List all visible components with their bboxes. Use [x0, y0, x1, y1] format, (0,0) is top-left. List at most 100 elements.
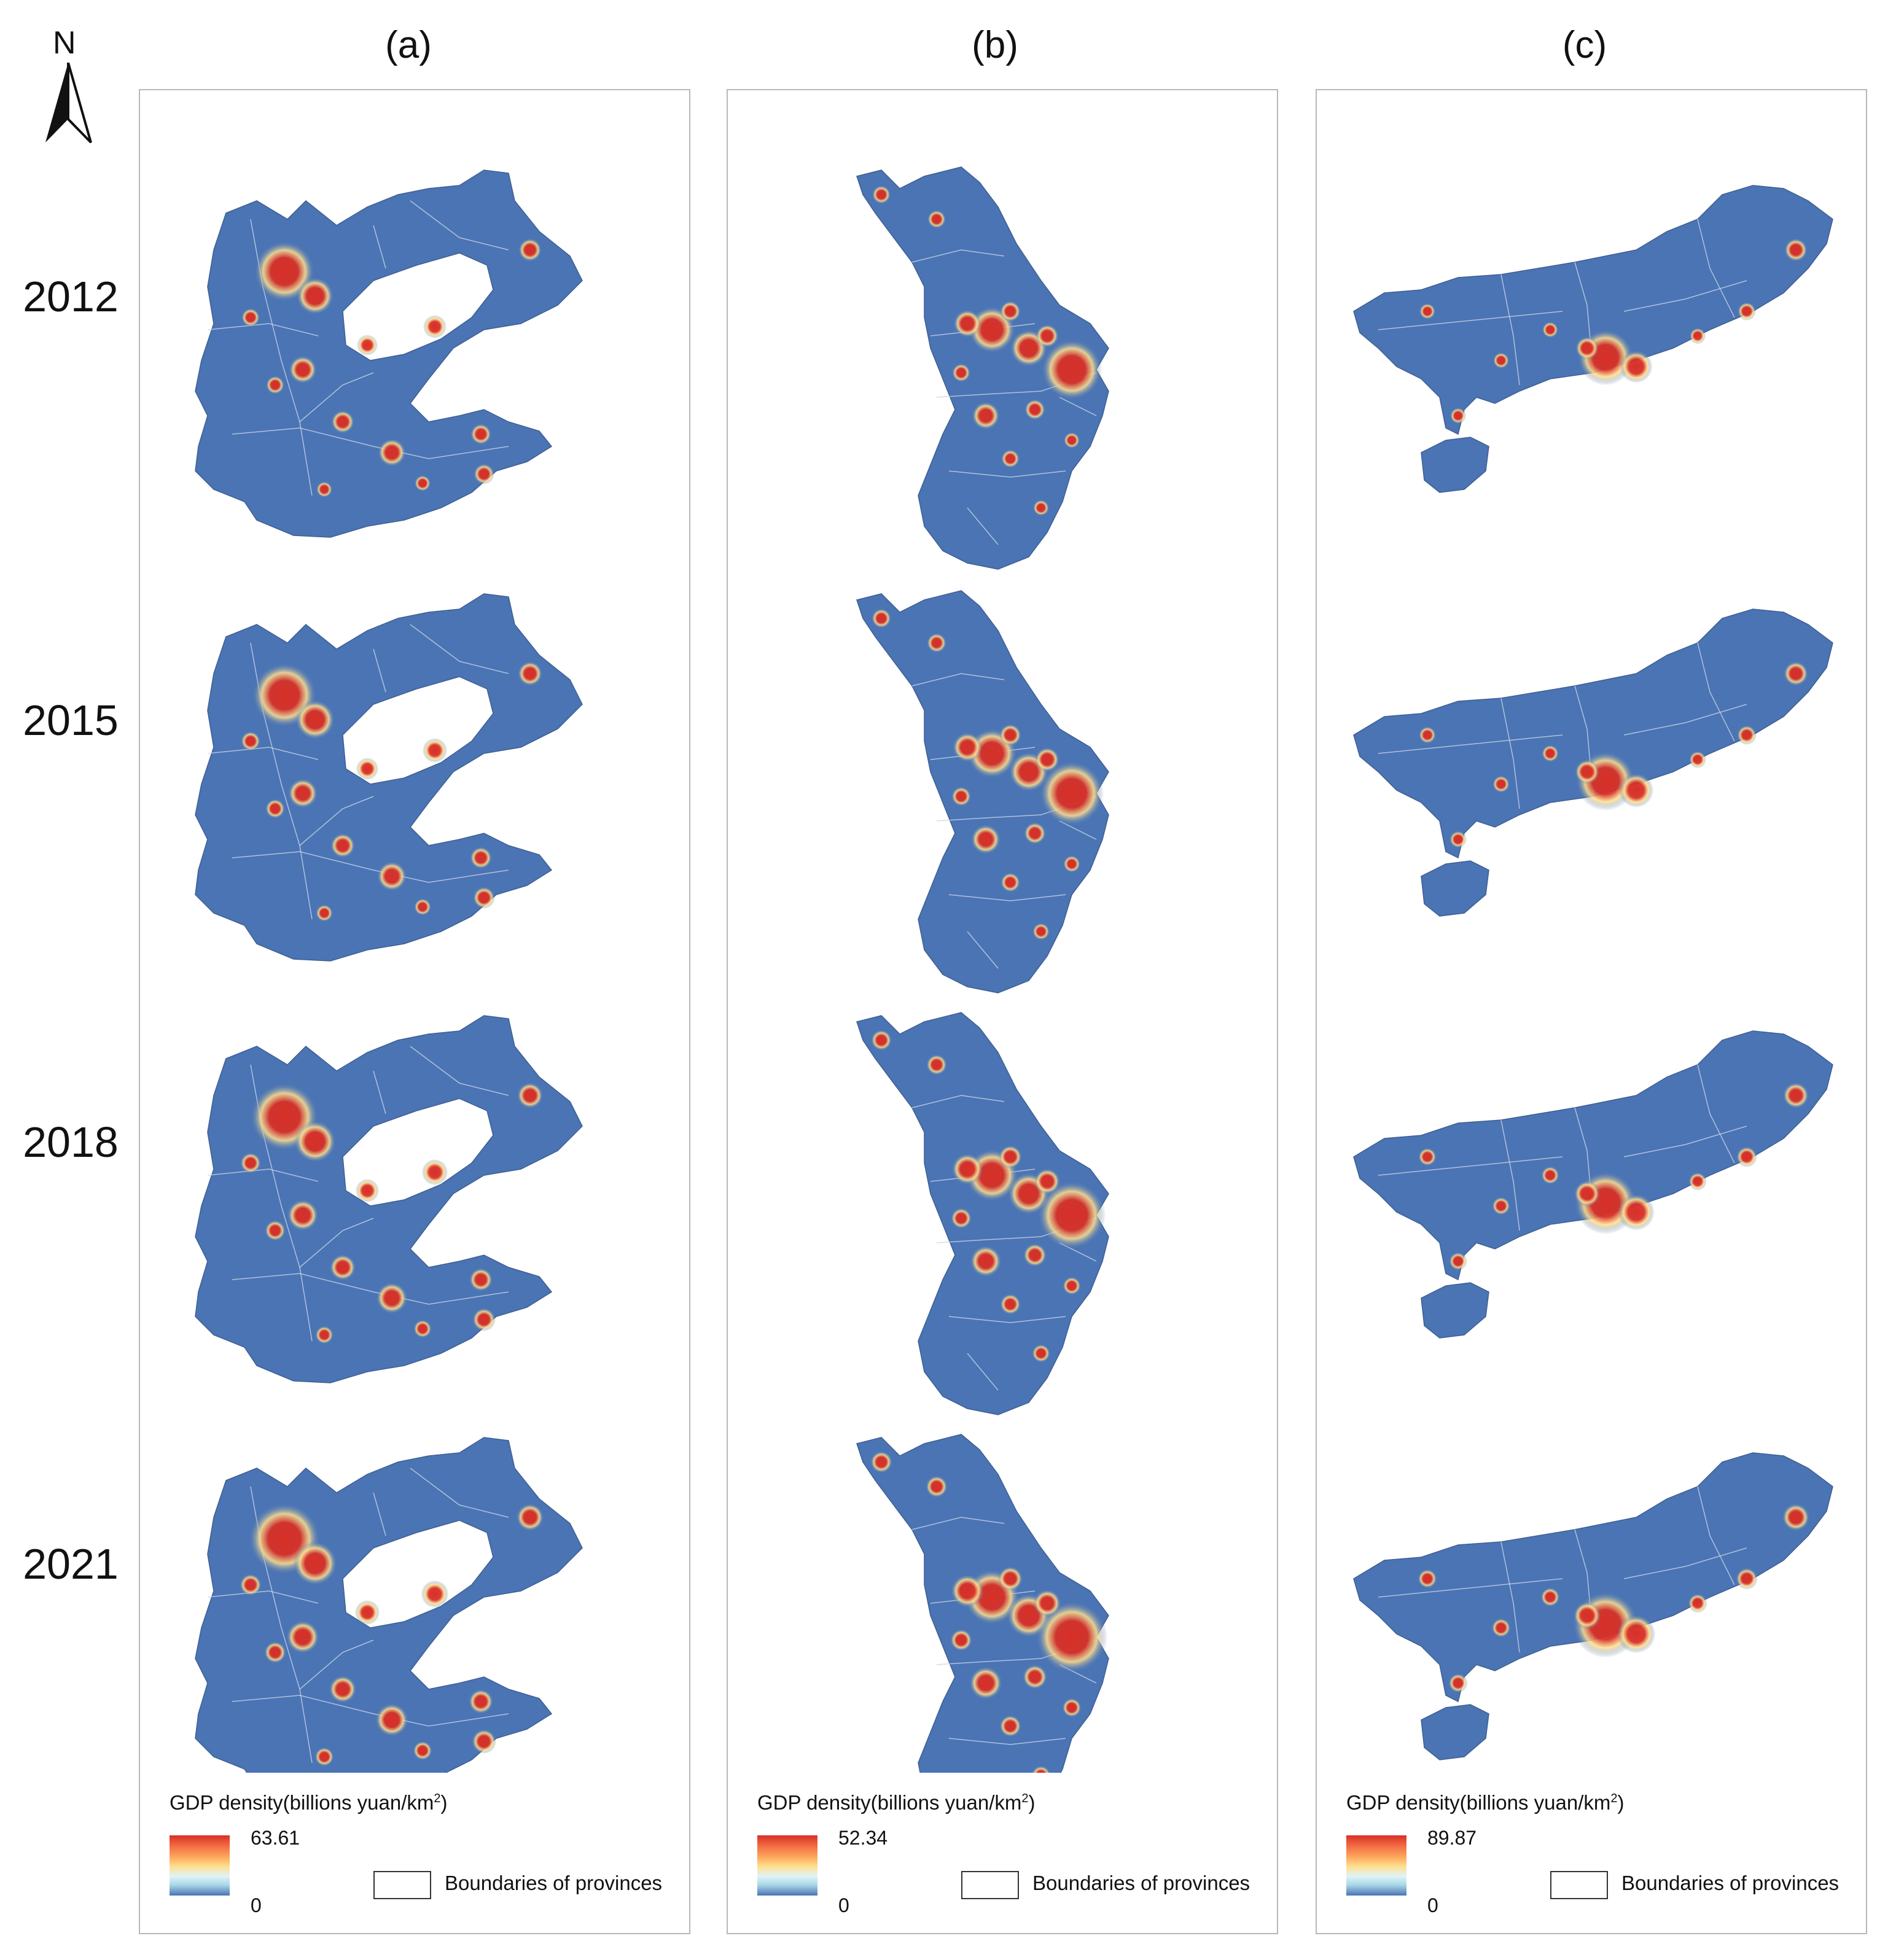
- region-map-b-2: [856, 590, 1109, 994]
- gdp-hotspot: [378, 438, 406, 467]
- gdp-hotspot: [240, 1574, 262, 1596]
- admin-boundary: [1697, 1064, 1735, 1164]
- admin-boundary: [1623, 1126, 1747, 1157]
- gdp-hotspot: [952, 732, 983, 763]
- gdp-hotspot: [1449, 830, 1467, 849]
- gdp-hotspot: [1688, 1172, 1707, 1191]
- gdp-hotspot: [1620, 350, 1653, 383]
- gdp-hotspot: [1541, 1166, 1559, 1184]
- gdp-hotspot: [1024, 399, 1046, 421]
- admin-boundary: [911, 249, 1005, 263]
- admin-boundary: [373, 1492, 386, 1536]
- gdp-hotspot: [413, 1320, 432, 1338]
- panel-title-c: (c): [1562, 24, 1607, 66]
- admin-boundary: [410, 200, 509, 251]
- gdp-hotspot: [1449, 1252, 1467, 1270]
- region-map-a-2: [195, 593, 583, 962]
- admin-boundary: [948, 1316, 1066, 1323]
- region-map-c-1: [1353, 185, 1833, 493]
- admin-boundary: [299, 796, 374, 846]
- admin-boundary: [911, 1095, 1005, 1108]
- gdp-hotspot: [1031, 1765, 1051, 1773]
- gdp-hotspot: [413, 1741, 432, 1760]
- island-land: [1421, 860, 1489, 917]
- gdp-hotspot: [951, 786, 972, 807]
- island-land: [1421, 1704, 1489, 1760]
- gdp-hotspot: [1037, 1181, 1106, 1250]
- gdp-hotspot: [1492, 775, 1510, 793]
- gdp-hotspot: [314, 1747, 334, 1767]
- legend-color-ramp-b: [757, 1835, 817, 1896]
- legend-boundary-swatch-c: [1550, 1871, 1608, 1899]
- legend-boundary-label-c: Boundaries of provinces: [1621, 1872, 1839, 1894]
- gdp-hotspot: [1032, 922, 1050, 941]
- legend-boundary-label-b: Boundaries of provinces: [1032, 1872, 1250, 1894]
- gdp-hotspot: [970, 824, 1001, 855]
- gdp-hotspot: [315, 1326, 334, 1344]
- admin-boundary: [410, 1468, 509, 1518]
- gdp-hotspot: [356, 757, 379, 780]
- gdp-hotspot: [296, 277, 334, 315]
- gdp-hotspot: [354, 1600, 380, 1625]
- panel-title-a: (a): [385, 24, 432, 66]
- gdp-hotspot: [1688, 750, 1707, 769]
- gdp-hotspot: [1418, 726, 1437, 744]
- gdp-hotspot: [356, 334, 378, 356]
- region-map-a-3: [195, 1015, 583, 1383]
- admin-boundary: [948, 470, 1066, 478]
- gdp-hotspot: [1449, 407, 1467, 424]
- admin-boundary: [232, 1695, 509, 1727]
- gdp-hotspot: [1575, 336, 1599, 360]
- admin-boundary: [948, 1738, 1066, 1745]
- region-map-b-3: [856, 1012, 1109, 1415]
- gdp-hotspot: [265, 375, 285, 395]
- gdp-hotspot: [331, 410, 354, 434]
- gdp-hotspot: [1492, 1197, 1510, 1215]
- admin-boundary: [1697, 1486, 1735, 1585]
- admin-boundary: [967, 1353, 999, 1391]
- gdp-hotspot: [1736, 1146, 1758, 1168]
- gdp-hotspot: [1033, 1589, 1061, 1617]
- gdp-hotspot: [1573, 1601, 1601, 1630]
- gdp-hotspot: [295, 699, 335, 740]
- gdp-hotspot: [1618, 1194, 1655, 1231]
- gdp-hotspot: [872, 185, 891, 204]
- gdp-hotspot: [926, 1476, 948, 1498]
- admin-boundary: [1500, 274, 1520, 386]
- gdp-hotspot: [1023, 1243, 1047, 1267]
- gdp-hotspot: [1737, 301, 1757, 321]
- gdp-hotspot: [293, 1541, 337, 1585]
- gdp-hotspot: [375, 1703, 408, 1736]
- gdp-hotspot: [1034, 747, 1060, 772]
- gdp-hotspot: [1036, 324, 1059, 348]
- gdp-hotspot: [517, 661, 543, 686]
- gdp-hotspot: [240, 731, 261, 752]
- admin-boundary: [1500, 1119, 1520, 1231]
- gdp-hotspot: [355, 1178, 380, 1203]
- legend-min-a: 0: [251, 1894, 262, 1916]
- admin-boundary: [1378, 311, 1563, 330]
- gdp-hotspot: [471, 1729, 497, 1754]
- gdp-hotspot: [1041, 339, 1102, 400]
- gdp-hotspot: [1491, 1618, 1511, 1638]
- legend-max-c: 89.87: [1427, 1827, 1477, 1849]
- gdp-hotspot: [287, 778, 318, 809]
- gdp-hotspot: [1618, 772, 1654, 808]
- gdp-hotspot: [472, 886, 496, 909]
- admin-boundary: [207, 747, 319, 760]
- gdp-hotspot: [1036, 1601, 1108, 1673]
- admin-boundary: [1378, 1578, 1563, 1598]
- panel-title-b: (b): [972, 24, 1018, 66]
- gdp-hotspot: [1063, 855, 1081, 873]
- gdp-hotspot: [1418, 1569, 1437, 1589]
- gdp-hotspot: [950, 1629, 972, 1651]
- admin-boundary: [1378, 1156, 1563, 1176]
- gdp-hotspot: [1783, 661, 1809, 686]
- admin-boundary: [1623, 1547, 1747, 1579]
- gdp-hotspot: [1023, 822, 1047, 845]
- map-panel-c: [1353, 185, 1833, 1760]
- gdp-hotspot: [1574, 1180, 1601, 1207]
- region-map-c-4: [1353, 1452, 1833, 1760]
- year-label-2021: 2021: [23, 1540, 119, 1588]
- map-panel-a: [195, 169, 583, 1773]
